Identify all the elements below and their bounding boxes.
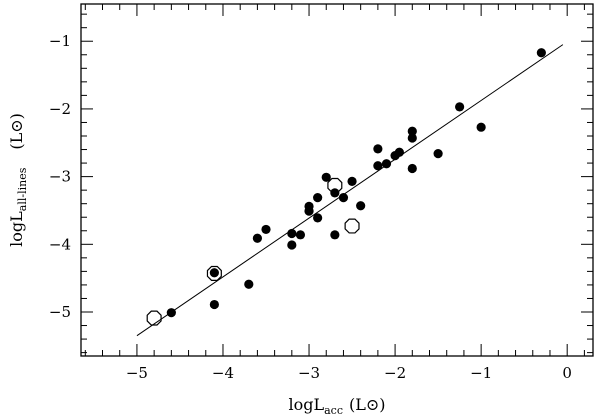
- filled-data-point: [455, 102, 465, 112]
- x-axis-label-unit: (L⊙): [349, 395, 386, 414]
- y-tick-label: −5: [49, 303, 71, 321]
- filled-data-point: [244, 279, 254, 289]
- y-tick-label: −1: [49, 32, 71, 50]
- filled-data-point: [338, 193, 349, 203]
- data-points: [146, 48, 546, 326]
- y-axis-ticks: [81, 13, 593, 354]
- open-data-point: [344, 218, 360, 234]
- y-axis-label-unit: (L⊙): [7, 113, 26, 150]
- filled-data-point: [313, 213, 323, 223]
- open-data-point: [206, 265, 222, 281]
- filled-data-point: [287, 240, 297, 250]
- y-tick-label: −2: [49, 100, 71, 118]
- x-tick-label: −5: [126, 364, 148, 382]
- fit-line: [136, 44, 564, 337]
- filled-data-point: [536, 48, 546, 58]
- filled-data-point: [407, 133, 417, 143]
- x-tick-label: −1: [470, 364, 492, 382]
- x-axis-ticks: [84, 4, 585, 356]
- filled-data-point: [252, 233, 263, 243]
- x-tick-label: −2: [384, 364, 406, 382]
- filled-data-point: [347, 176, 357, 186]
- open-data-point: [146, 310, 162, 326]
- filled-data-point: [287, 228, 297, 239]
- x-axis-label-main: logL: [288, 395, 324, 414]
- y-axis-label-sub: all-lines: [16, 167, 29, 211]
- filled-data-point: [209, 268, 219, 278]
- filled-data-point: [209, 299, 219, 310]
- filled-data-point: [373, 161, 383, 171]
- filled-data-point: [394, 147, 404, 157]
- filled-data-point: [261, 224, 271, 235]
- filled-data-point: [407, 163, 417, 174]
- x-axis-label: logLacc (L⊙): [288, 395, 385, 415]
- filled-data-point: [295, 230, 306, 240]
- filled-data-point: [330, 230, 340, 240]
- filled-data-point: [166, 308, 176, 318]
- open-data-point: [327, 177, 343, 193]
- x-tick-label: −3: [298, 364, 320, 382]
- plot-frame: [80, 3, 594, 357]
- filled-data-point: [304, 206, 314, 216]
- x-tick-label: −4: [212, 364, 234, 382]
- x-axis-tick-labels: −5 −4 −3 −2 −1 0: [126, 364, 572, 382]
- y-axis-label-main: logL: [7, 211, 26, 247]
- x-axis-label-sub: acc: [324, 404, 343, 415]
- filled-data-point: [373, 144, 383, 154]
- filled-data-point: [381, 159, 392, 169]
- filled-data-point: [407, 126, 417, 136]
- filled-data-point: [433, 149, 443, 159]
- filled-data-point: [356, 201, 366, 211]
- y-tick-label: −4: [49, 235, 71, 253]
- y-tick-label: −3: [49, 168, 71, 186]
- filled-data-point: [476, 122, 486, 132]
- x-tick-label: 0: [562, 364, 572, 382]
- y-axis-tick-labels: −5 −4 −3 −2 −1: [49, 32, 71, 321]
- y-axis-label: logLall-lines (L⊙): [7, 113, 29, 247]
- filled-data-point: [313, 193, 323, 203]
- filled-data-point: [321, 172, 331, 182]
